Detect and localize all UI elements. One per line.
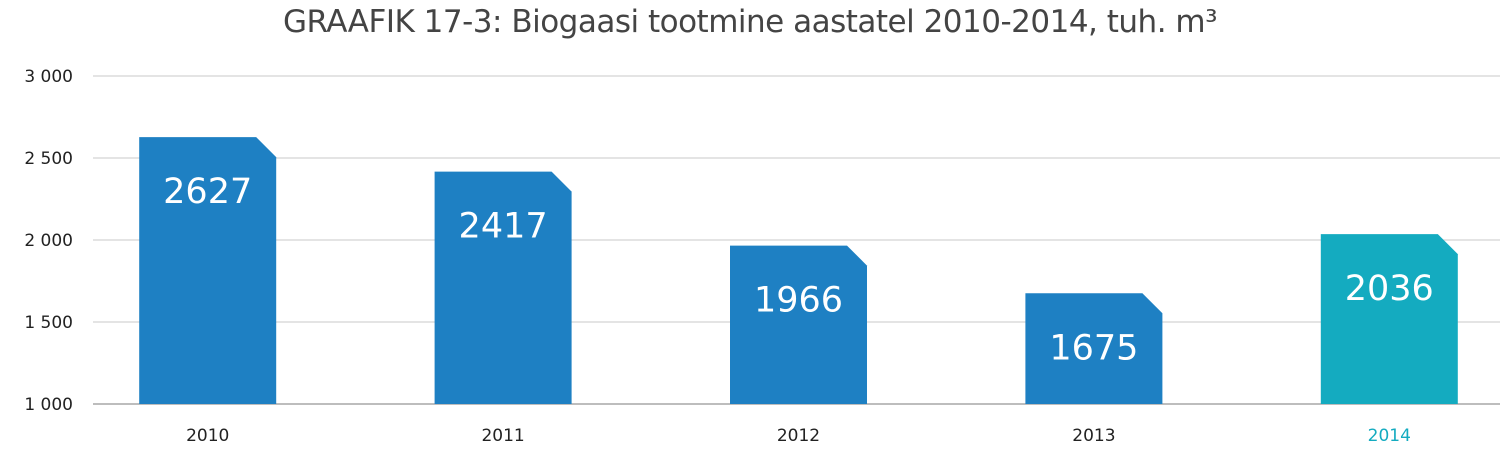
bar-2010 bbox=[139, 137, 277, 404]
x-axis-ticks: 2010 2011 2012 2013 2014 bbox=[186, 426, 1411, 446]
y-tick-label: 2 000 bbox=[24, 231, 73, 251]
x-tick-label-2010: 2010 bbox=[186, 426, 229, 446]
bar-2014 bbox=[1320, 234, 1458, 404]
x-tick-label-2013: 2013 bbox=[1072, 426, 1115, 446]
bar-2011 bbox=[434, 171, 572, 404]
data-label-2011: 2417 bbox=[459, 207, 548, 247]
x-tick-label-2014: 2014 bbox=[1368, 426, 1411, 446]
chart-title: GRAAFIK 17-3: Biogaasi tootmine aastatel… bbox=[282, 4, 1218, 40]
data-label-2010: 2627 bbox=[163, 172, 252, 212]
x-tick-label-2012: 2012 bbox=[777, 426, 820, 446]
data-label-2012: 1966 bbox=[754, 281, 843, 321]
y-tick-label: 3 000 bbox=[24, 67, 73, 87]
y-axis-ticks: 1 000 1 500 2 000 2 500 3 000 bbox=[24, 67, 73, 415]
y-tick-label: 2 500 bbox=[24, 149, 73, 169]
y-tick-label: 1 500 bbox=[24, 313, 73, 333]
data-label-2014: 2036 bbox=[1345, 269, 1434, 309]
x-tick-label-2011: 2011 bbox=[481, 426, 524, 446]
data-label-2013: 1675 bbox=[1049, 328, 1138, 368]
bars bbox=[139, 137, 1458, 404]
bar-2012 bbox=[730, 245, 867, 404]
y-tick-label: 1 000 bbox=[24, 395, 73, 415]
bar-2013 bbox=[1025, 293, 1163, 404]
data-labels: 2627 2417 1966 1675 2036 bbox=[163, 172, 1434, 368]
